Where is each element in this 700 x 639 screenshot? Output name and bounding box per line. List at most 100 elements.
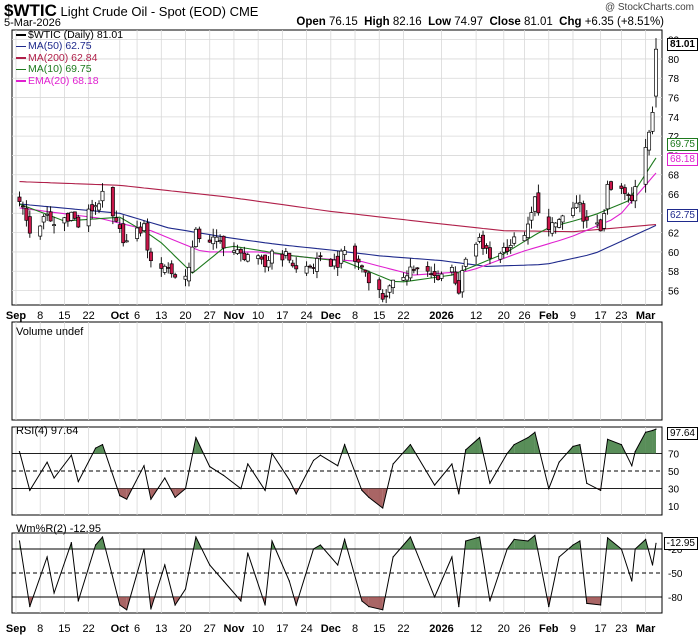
candle-body [411, 269, 416, 271]
wr-point [119, 604, 121, 606]
candle-body [45, 213, 50, 216]
last-rsi-box: 97.64 [666, 427, 698, 440]
candle-body [602, 213, 607, 229]
wr-point [534, 534, 536, 537]
legend-item-ma10: MA(10) 69.75 [16, 64, 123, 75]
wr-point [579, 540, 581, 542]
ohlc-readout: Open 76.15 High 82.16 Low 74.97 Close 81… [296, 16, 664, 28]
rsi-fill-high [652, 429, 656, 454]
wr-fill-high [572, 541, 580, 549]
price-tick-label: 58 [668, 267, 680, 278]
rsi-point [174, 496, 176, 498]
wr-point [465, 540, 467, 542]
candle-body [404, 275, 409, 281]
close-label: Close [489, 16, 521, 28]
candle-body [41, 216, 46, 223]
wr-point [392, 556, 394, 558]
x-tick-label-bottom: 17 [276, 623, 288, 635]
candle-body [584, 216, 589, 221]
rsi-point [94, 447, 97, 449]
rsi-point [150, 498, 152, 500]
candle-body [384, 295, 389, 298]
rsi-point [70, 454, 72, 456]
rsi-point [209, 466, 211, 468]
candle-body [633, 186, 638, 202]
rsi-point [295, 493, 297, 495]
rsi-fill-high [607, 439, 622, 454]
wr-fill-high [95, 537, 103, 549]
rsi-point [489, 482, 491, 484]
rsi-point [264, 489, 266, 491]
rsi-point [361, 489, 363, 491]
candle-body [574, 202, 579, 209]
candle-body [231, 250, 236, 253]
candle-body [311, 267, 316, 269]
wr-point [634, 548, 636, 550]
rsi-point [478, 436, 481, 439]
candle-body [76, 216, 81, 228]
price-tick-label: 68 [668, 171, 680, 182]
wr-point [631, 580, 633, 582]
rsi-point [579, 444, 581, 446]
rsi-fill-high [572, 444, 580, 454]
wr-point [558, 556, 560, 558]
last-ema20-box: 68.18 [666, 153, 698, 166]
x-tick-label-bottom: 17 [595, 623, 607, 635]
open-label: Open [296, 16, 326, 28]
x-tick-label-top: Mar [636, 310, 656, 322]
candle-body [266, 260, 271, 268]
x-tick-label-top: 22 [397, 310, 409, 322]
x-tick-label-bottom: 2026 [429, 623, 453, 635]
rsi-label: RSI(4) 97.64 [16, 425, 79, 437]
candle-body [315, 258, 319, 272]
candle-body [429, 273, 434, 275]
chart-title: $WTIC Light Crude Oil - Spot (EOD) CME [4, 1, 258, 21]
candle-body [650, 112, 655, 132]
close-value: 81.01 [523, 16, 553, 28]
rsi-point [527, 436, 529, 439]
candle-body [595, 222, 600, 225]
rsi-point [433, 484, 436, 486]
candle-body [169, 263, 174, 275]
open-value: 76.15 [328, 16, 358, 28]
candle-body [221, 235, 226, 249]
chg-label: Chg [559, 16, 582, 28]
wr-point [620, 548, 623, 550]
rsi-point [46, 461, 48, 463]
wr-point [222, 580, 225, 582]
wr-line [19, 534, 657, 611]
candle-body [93, 205, 98, 208]
x-tick-label-bottom: 6 [134, 623, 140, 635]
price-tick-label: 74 [668, 113, 680, 124]
rsi-line [19, 428, 657, 509]
x-tick-label-bottom: 12 [470, 623, 482, 635]
last-ma50-box: 62.75 [666, 209, 698, 222]
rsi-point [271, 452, 273, 454]
candle-body [97, 203, 101, 211]
candle-body [436, 275, 441, 280]
rsi-point [18, 451, 21, 453]
candle-body [65, 213, 70, 222]
price-tick-label: 56 [668, 287, 680, 298]
price-tick-label: 80 [668, 55, 680, 66]
candle-body [508, 245, 513, 248]
candle-body [529, 212, 534, 221]
wr-tick-label: -20 [668, 545, 683, 556]
rsi-point [572, 445, 574, 447]
candle-body [453, 271, 458, 284]
rsi-point [513, 444, 515, 446]
candle-body [166, 267, 171, 269]
candle-body [505, 246, 510, 252]
candle-body [581, 203, 586, 222]
wr-fill-low [119, 597, 127, 610]
candle-body [183, 275, 188, 280]
candle-body [290, 262, 295, 267]
candle-body [577, 202, 582, 205]
candle-body [197, 228, 202, 240]
legend-item-ema20: EMA(20) 68.18 [16, 75, 123, 87]
x-tick-label-top: 26 [518, 310, 530, 322]
wr-point [143, 548, 145, 550]
wr-point [174, 604, 176, 606]
rsi-point [586, 482, 588, 484]
x-tick-label-top: 8 [352, 310, 358, 322]
